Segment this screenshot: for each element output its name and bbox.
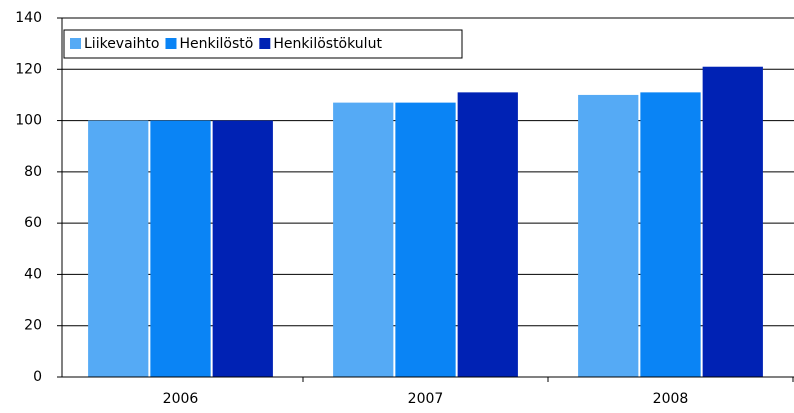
bar [212,120,273,378]
legend-label: Henkilöstö [179,36,253,52]
bar [578,94,639,377]
legend-swatch [259,38,271,49]
y-tick-label: 20 [24,318,42,334]
y-tick-label: 60 [24,215,42,231]
bar [150,120,211,378]
bar [640,92,701,377]
bar [457,92,518,377]
bar [702,66,763,377]
y-tick-label: 100 [15,113,42,129]
y-tick-label: 40 [24,266,42,282]
bar [395,102,456,377]
x-tick-label: 2007 [408,391,444,407]
bar [333,102,394,377]
bar [88,120,149,378]
y-tick-label: 80 [24,164,42,180]
legend-label: Liikevaihto [84,36,159,52]
y-tick-label: 0 [33,369,42,385]
x-tick-label: 2008 [653,391,689,407]
legend-label: Henkilöstökulut [273,36,382,52]
y-tick-label: 140 [15,10,42,26]
y-tick-label: 120 [15,61,42,77]
legend-swatch [70,38,81,49]
x-tick-label: 2006 [163,391,199,407]
legend-swatch [165,38,177,49]
